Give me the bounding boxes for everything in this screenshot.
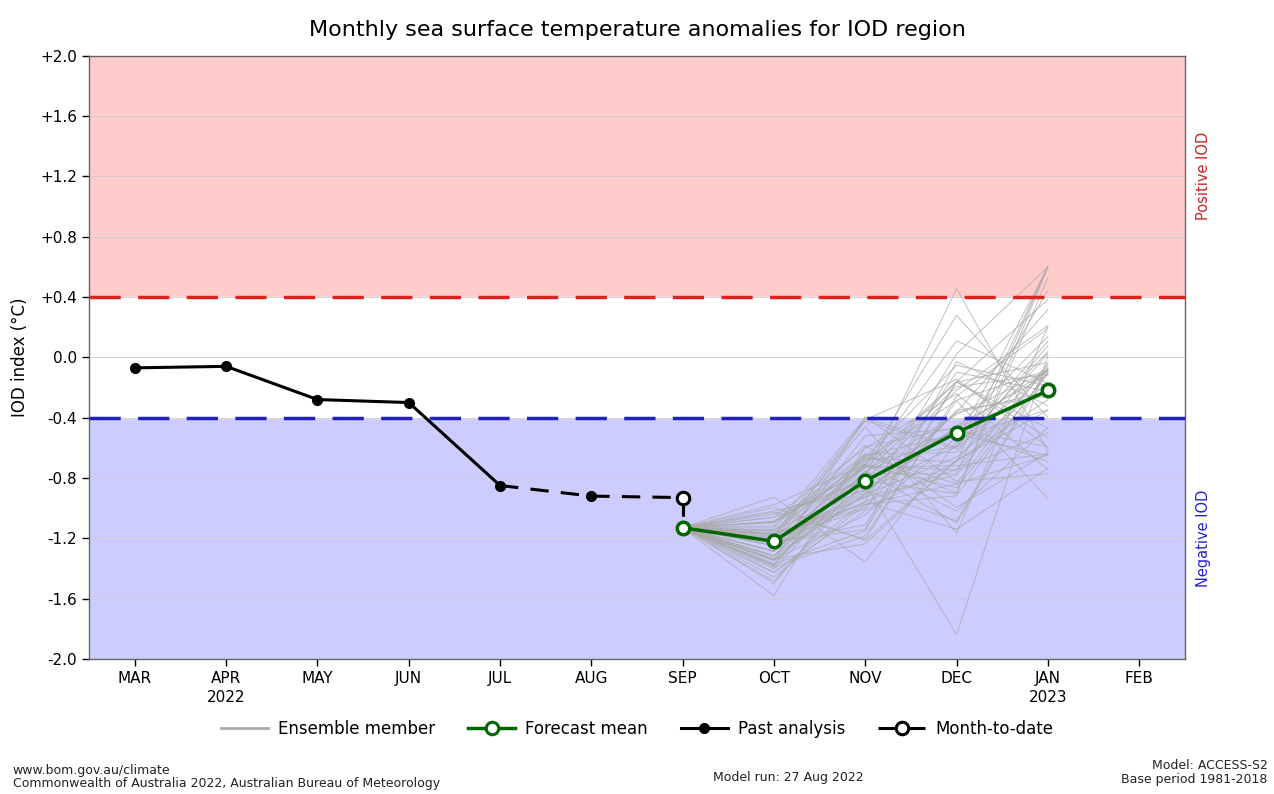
Text: 2022: 2022 (206, 689, 246, 704)
Text: Model: ACCESS-S2: Model: ACCESS-S2 (1152, 759, 1268, 772)
Text: www.bom.gov.au/climate: www.bom.gov.au/climate (13, 764, 171, 777)
Text: Commonwealth of Australia 2022, Australian Bureau of Meteorology: Commonwealth of Australia 2022, Australi… (13, 777, 440, 790)
Text: Positive IOD: Positive IOD (1196, 132, 1210, 221)
Title: Monthly sea surface temperature anomalies for IOD region: Monthly sea surface temperature anomalie… (308, 20, 966, 40)
Text: Base period 1981-2018: Base period 1981-2018 (1121, 773, 1268, 786)
Bar (89, 297, 1185, 418)
Text: 2023: 2023 (1028, 689, 1068, 704)
Text: Model run: 27 Aug 2022: Model run: 27 Aug 2022 (713, 771, 864, 784)
Bar (89, 418, 1185, 659)
Y-axis label: IOD index (°C): IOD index (°C) (11, 298, 29, 417)
Bar (89, 56, 1185, 297)
Text: Negative IOD: Negative IOD (1196, 490, 1210, 587)
Legend: Ensemble member, Forecast mean, Past analysis, Month-to-date: Ensemble member, Forecast mean, Past ana… (214, 713, 1060, 744)
